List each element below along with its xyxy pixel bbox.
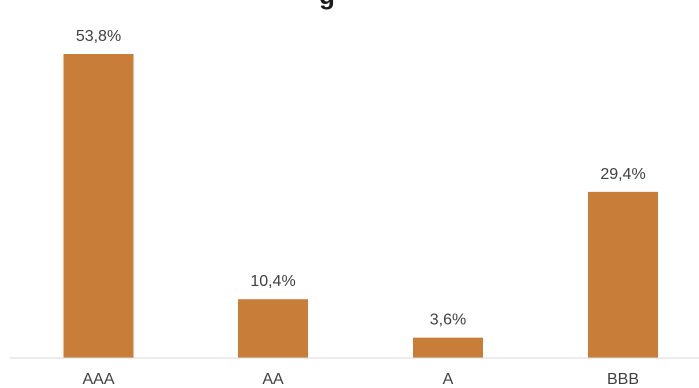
- x-tick-label-bbb: BBB: [607, 371, 639, 388]
- data-label-a: 3,6%: [430, 312, 466, 329]
- x-tick-label-aa: AA: [262, 371, 284, 388]
- x-tick-label-a: A: [443, 371, 454, 388]
- bars-group: [63, 54, 658, 358]
- bar-aa: [238, 299, 308, 358]
- bar-a: [413, 337, 483, 358]
- chart-title-partial: g: [319, 0, 335, 10]
- data-labels-group: 53,8% 10,4% 3,6% 29,4%: [76, 28, 646, 329]
- data-label-aaa: 53,8%: [76, 28, 121, 45]
- x-tick-labels-group: AAA AA A BBB: [82, 371, 639, 388]
- data-label-bbb: 29,4%: [600, 166, 645, 183]
- x-tick-label-aaa: AAA: [82, 371, 114, 388]
- data-label-aa: 10,4%: [250, 273, 295, 290]
- bar-bbb: [588, 191, 658, 358]
- bar-aaa: [63, 54, 134, 358]
